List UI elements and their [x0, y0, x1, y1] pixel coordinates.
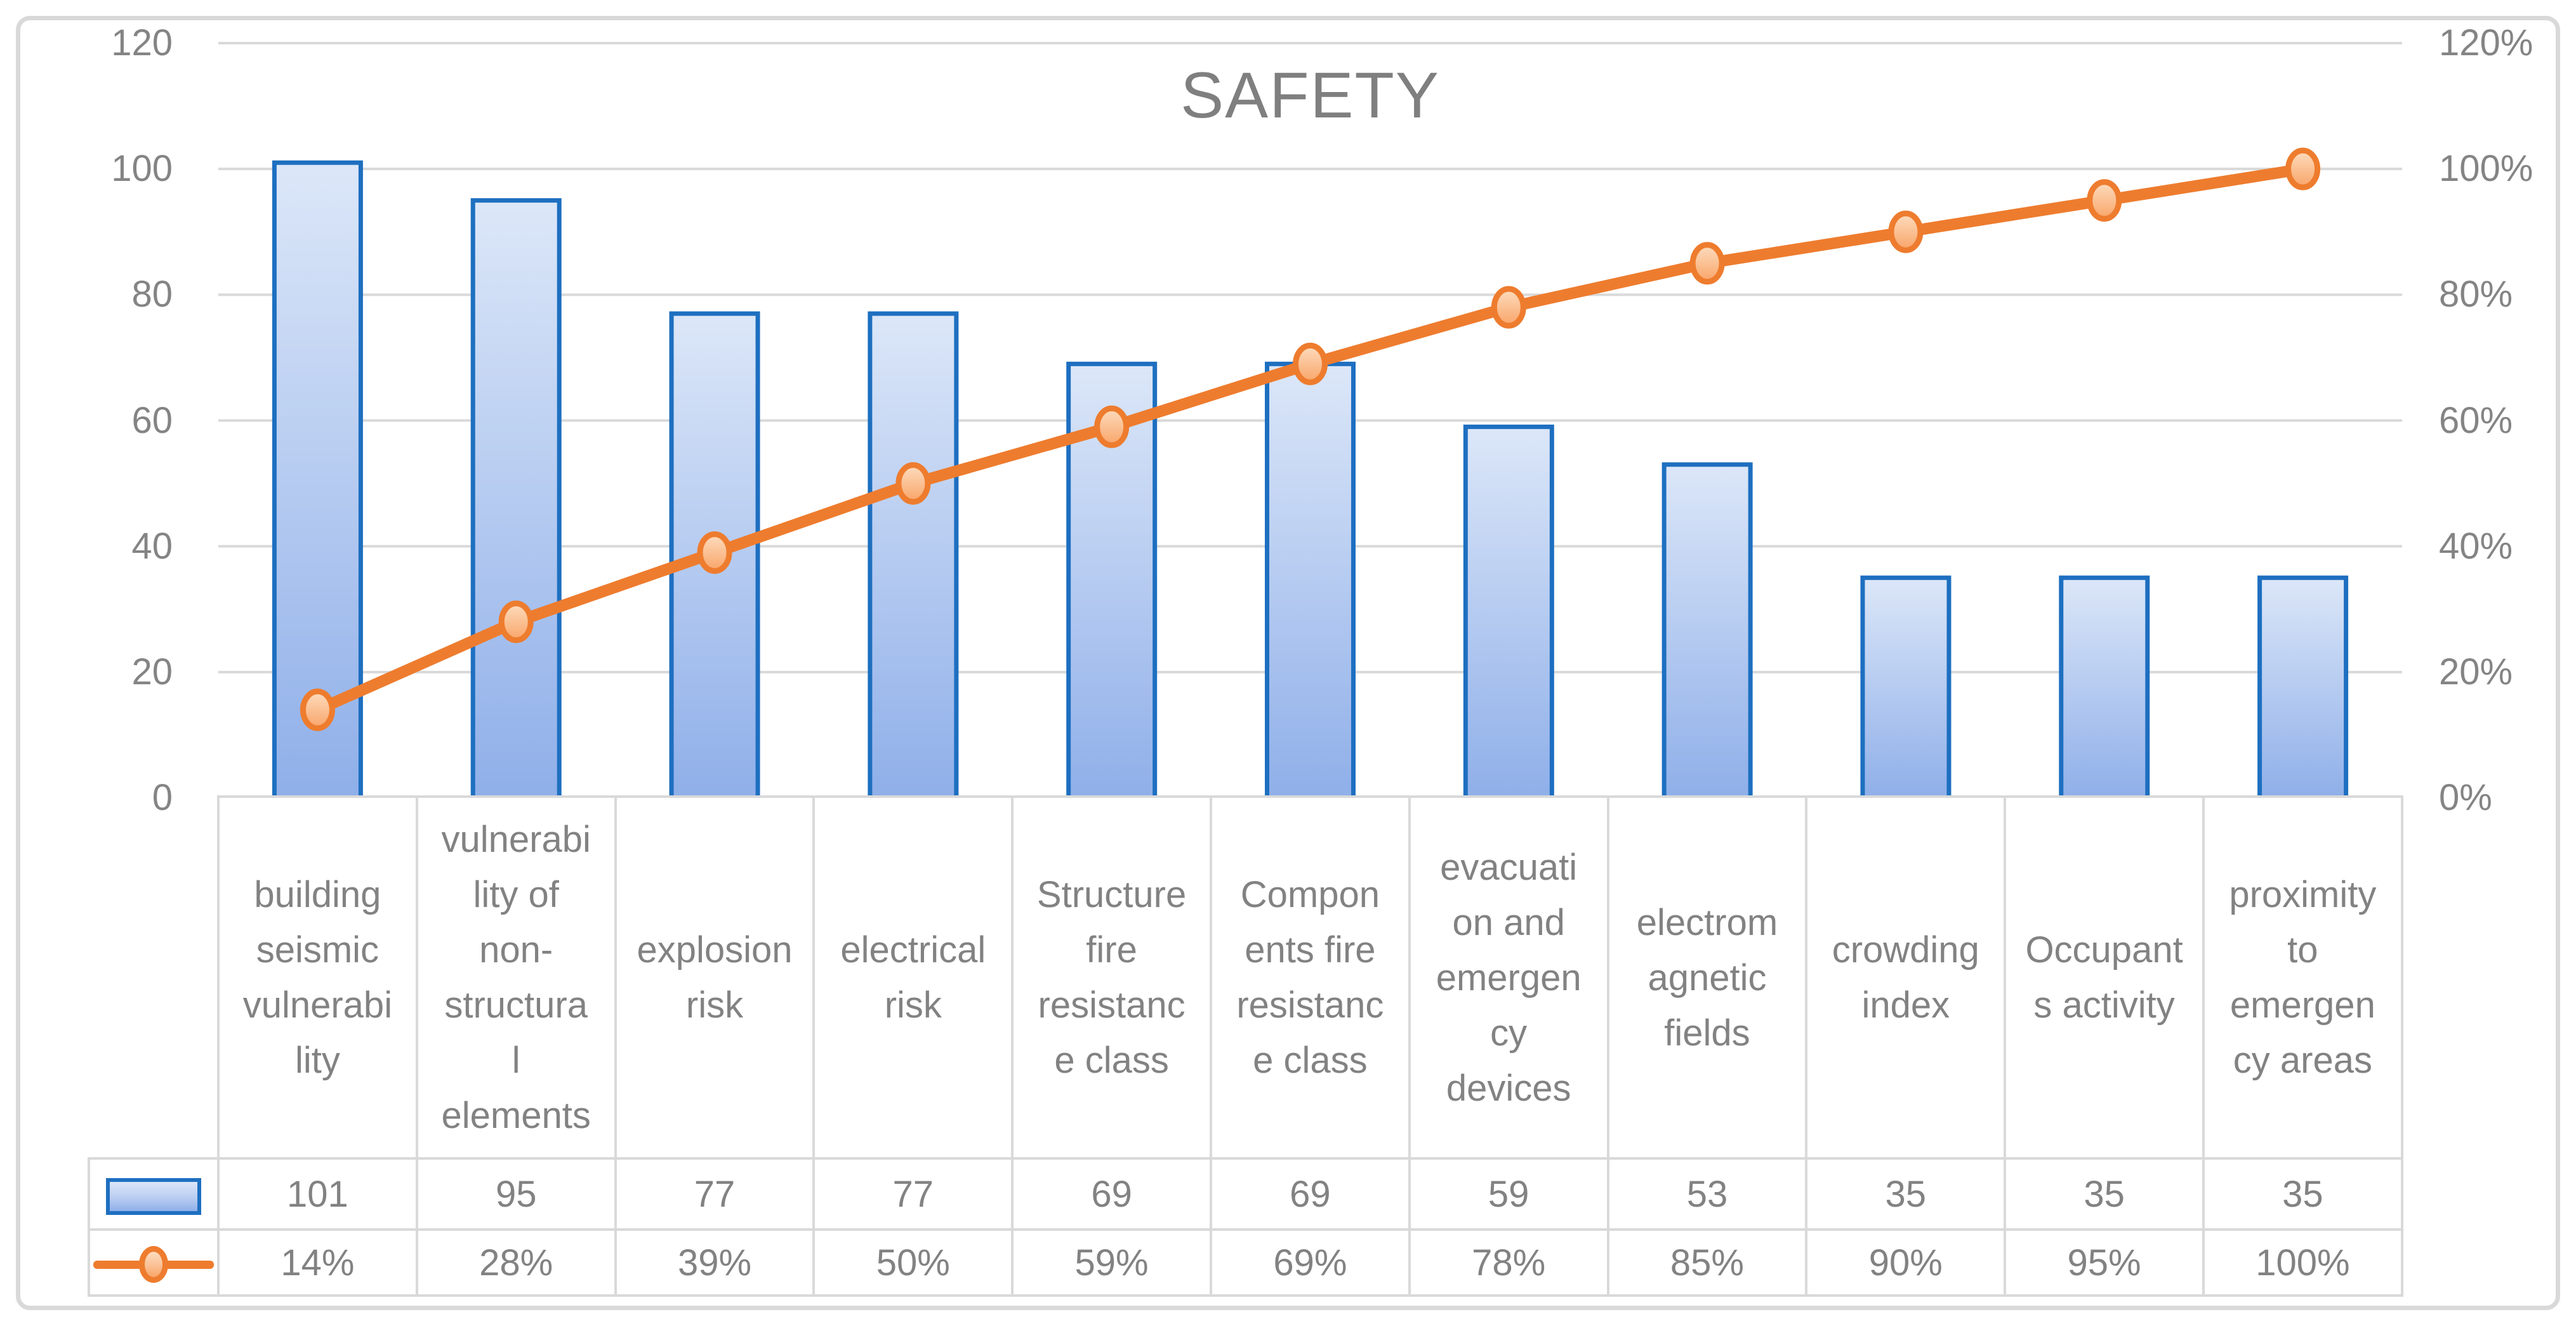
bar [2059, 575, 2150, 800]
line-marker [697, 531, 732, 574]
value-cell: 77 [614, 1157, 816, 1231]
line-marker [895, 462, 931, 505]
cumulative-cell: 28% [415, 1228, 617, 1297]
line-marker [1888, 210, 1924, 253]
value-cell: 95 [415, 1157, 617, 1231]
plot-area [218, 42, 2402, 800]
y-axis-tick-label-right: 60% [2439, 399, 2513, 441]
cumulative-cell: 95% [2004, 1228, 2205, 1297]
value-cell: 69 [1209, 1157, 1411, 1231]
line-marker [2285, 147, 2321, 190]
y-axis-tick-label-right: 0% [2439, 777, 2492, 818]
bar [1860, 575, 1952, 800]
category-cell: Compon ents fire resistanc e class [1209, 795, 1411, 1160]
bar [1661, 462, 1753, 800]
y-axis-tick-label-left: 0 [152, 777, 173, 818]
category-cell: explosion risk [614, 795, 816, 1160]
cumulative-cell: 85% [1606, 1228, 1808, 1297]
line-series-swatch-icon [93, 1244, 214, 1285]
y-axis-tick-label-right: 20% [2439, 651, 2513, 693]
value-cell: 35 [2004, 1157, 2205, 1231]
bar [868, 311, 959, 800]
y-axis-tick-label-right: 80% [2439, 274, 2513, 315]
cumulative-cell: 39% [614, 1228, 816, 1297]
bar [2257, 575, 2349, 800]
category-cell: Occupant s activity [2004, 795, 2205, 1160]
value-cell: 35 [2202, 1157, 2403, 1231]
line-marker [1094, 405, 1130, 448]
category-cell: proximity to emergen cy areas [2202, 795, 2403, 1160]
category-cell: crowding index [1805, 795, 2007, 1160]
cumulative-cell: 69% [1209, 1228, 1411, 1297]
cumulative-cell: 50% [812, 1228, 1014, 1297]
value-cell: 77 [812, 1157, 1014, 1231]
bar [1265, 361, 1356, 800]
bar-values-row: 101 95 77 77 69 69 59 53 35 35 35 [88, 1157, 2403, 1231]
bar-legend-key [88, 1157, 220, 1231]
y-axis-tick-label-right: 120% [2439, 22, 2533, 63]
cumulative-cell: 59% [1011, 1228, 1212, 1297]
cumulative-cell: 100% [2202, 1228, 2403, 1297]
chart-title: SAFETY [1180, 59, 1440, 131]
y-axis-tick-label-left: 100 [111, 148, 173, 190]
cumulative-cell: 78% [1408, 1228, 1609, 1297]
category-cell: electrical risk [812, 795, 1014, 1160]
line-marker [2087, 179, 2122, 222]
line-legend-key [88, 1228, 220, 1297]
value-cell: 35 [1805, 1157, 2007, 1231]
value-cell: 69 [1011, 1157, 1212, 1231]
category-cell: evacuati on and emergen cy devices [1408, 795, 1609, 1160]
category-cell: vulnerabi lity of non- structura l eleme… [415, 795, 617, 1160]
bar-series-swatch-icon [106, 1178, 201, 1216]
value-cell: 101 [217, 1157, 418, 1231]
y-axis-tick-label-left: 20 [131, 651, 173, 693]
cumulative-cell: 90% [1805, 1228, 2007, 1297]
category-cell: electrom agnetic fields [1606, 795, 1808, 1160]
line-marker [1491, 286, 1526, 329]
legend-column-spacer [89, 797, 218, 1158]
y-axis-tick-label-right: 100% [2439, 148, 2533, 190]
line-marker [498, 600, 534, 644]
line-marker [1689, 242, 1725, 285]
data-table: building seismic vulnerabi lity vulnerabi… [88, 795, 2403, 1297]
y-axis-tick-label-right: 40% [2439, 525, 2513, 567]
bar [470, 198, 562, 800]
category-cell: Structure fire resistanc e class [1011, 795, 1212, 1160]
cumulative-cell: 14% [217, 1228, 418, 1297]
line-marker [1293, 342, 1328, 385]
y-axis-tick-label-left: 120 [111, 22, 173, 63]
value-cell: 59 [1408, 1157, 1609, 1231]
bar [1463, 424, 1554, 800]
value-cell: 53 [1606, 1157, 1808, 1231]
line-swatch-marker-icon [139, 1245, 168, 1283]
line-marker [300, 688, 335, 731]
category-cell: building seismic vulnerabi lity [217, 795, 418, 1160]
y-axis-tick-label-left: 40 [131, 525, 173, 567]
category-row: building seismic vulnerabi lity vulnerabi… [89, 795, 2403, 1160]
data-table-holder: building seismic vulnerabi lity vulnerabi… [88, 795, 2403, 1297]
y-axis-tick-label-left: 80 [131, 274, 173, 315]
cumulative-row: 14% 28% 39% 50% 59% 69% 78% 85% 90% 95% 100% [88, 1228, 2403, 1297]
y-axis-tick-label-left: 60 [131, 399, 173, 441]
